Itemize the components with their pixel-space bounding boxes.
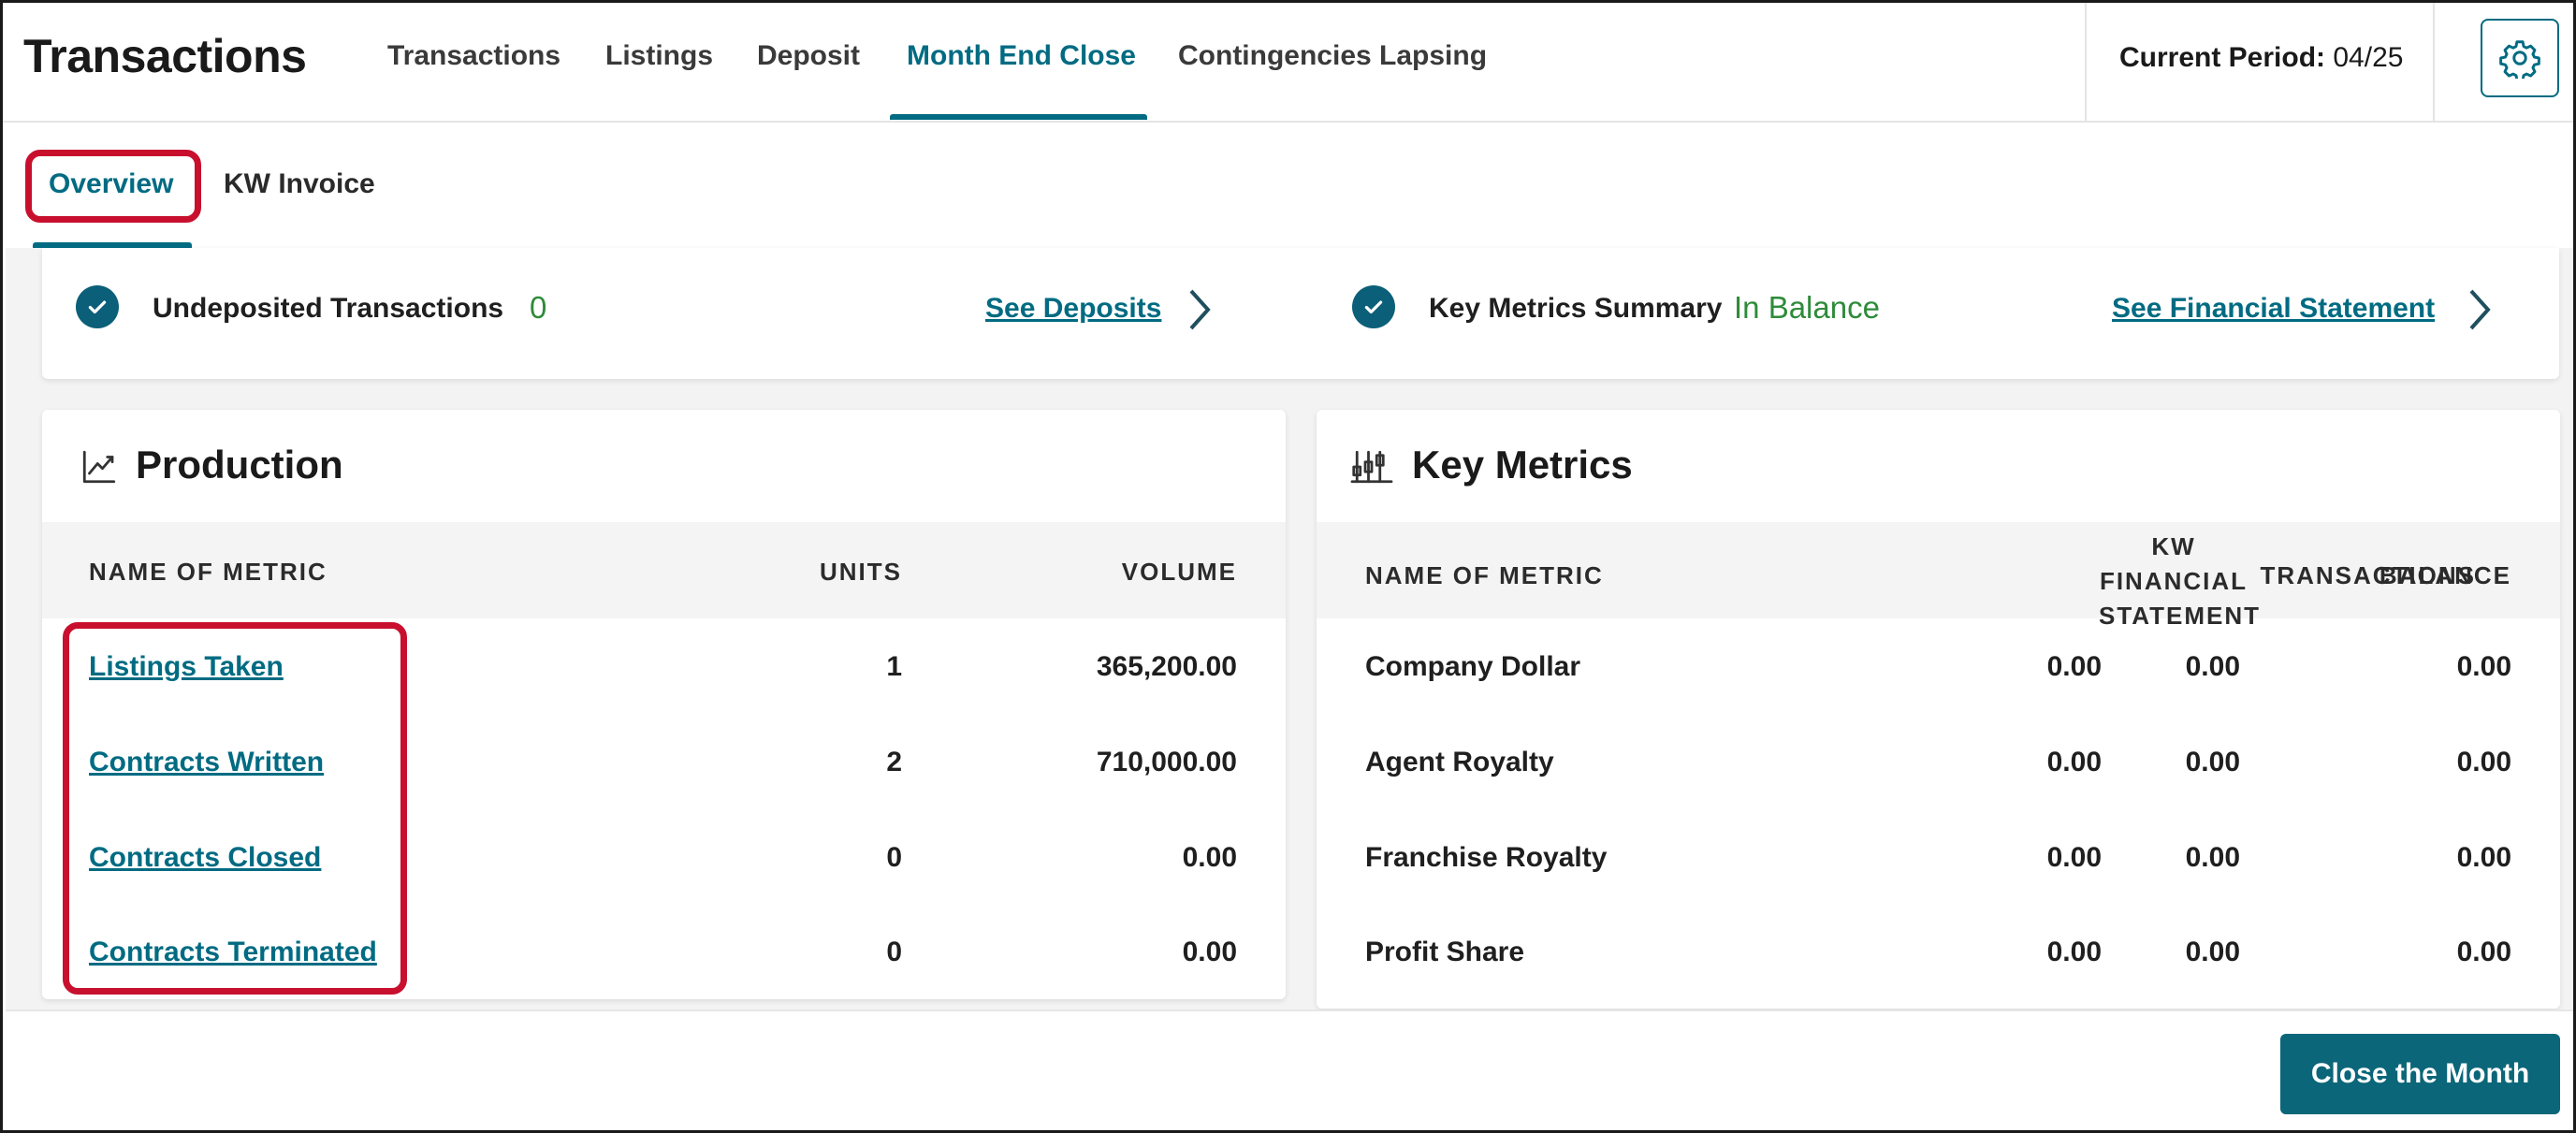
kw-label: KW	[2151, 532, 2196, 560]
statement-label: STATEMENT	[2099, 602, 2262, 630]
metric-link-contracts-written[interactable]: Contracts Written	[89, 747, 325, 777]
balance-value: 0.00	[2456, 937, 2511, 967]
metric-name: Company Dollar	[1365, 651, 1581, 682]
footer-bar	[6, 1010, 2573, 1130]
column-header-units: UNITS	[820, 558, 902, 586]
financial-label: FINANCIAL	[2099, 567, 2249, 595]
column-header-name: NAME OF METRIC	[1365, 561, 1604, 589]
metric-name: Franchise Royalty	[1365, 842, 1608, 873]
column-header-transactions: TRANSACTIONS	[2260, 561, 2476, 589]
check-circle-icon	[76, 285, 119, 328]
column-header-name: NAME OF METRIC	[89, 558, 327, 586]
settings-button[interactable]	[2481, 19, 2559, 97]
period-value: 04/25	[2333, 42, 2404, 73]
units-value: 0	[886, 842, 902, 873]
transactions-value: 0.00	[2046, 937, 2102, 967]
nav-tab-month-end-close[interactable]: Month End Close	[907, 40, 1136, 71]
production-panel: Production NAME OF METRIC UNITS VOLUME L…	[42, 410, 1286, 999]
metric-link-listings-taken[interactable]: Listings Taken	[89, 651, 284, 682]
balance-value: 0.00	[2456, 842, 2511, 873]
volume-value: 710,000.00	[1096, 747, 1237, 777]
transactions-value: 0.00	[2046, 842, 2102, 873]
volume-value: 0.00	[1182, 842, 1237, 873]
current-period: Current Period: 04/25	[2085, 3, 2435, 123]
see-financial-statement-link[interactable]: See Financial Statement	[2112, 293, 2436, 324]
nav-tab-transactions[interactable]: Transactions	[387, 40, 561, 71]
undeposited-count: 0	[530, 290, 547, 325]
key-metrics-status: In Balance	[1734, 290, 1880, 325]
balance-value: 0.00	[2456, 747, 2511, 777]
line-chart-icon	[82, 450, 116, 484]
key-metrics-icon	[1350, 450, 1393, 484]
balance-value: 0.00	[2456, 651, 2511, 682]
kw-statement-value: 0.00	[2185, 842, 2240, 873]
chevron-right-icon[interactable]	[1186, 287, 1212, 332]
chevron-right-icon[interactable]	[2466, 287, 2492, 332]
active-tab-indicator	[890, 114, 1147, 120]
kw-statement-value: 0.00	[2185, 747, 2240, 777]
nav-tab-deposit[interactable]: Deposit	[757, 40, 861, 71]
kw-statement-value: 0.00	[2185, 937, 2240, 967]
volume-value: 0.00	[1182, 937, 1237, 967]
column-header-kw-financial-statement-label: KW FINANCIAL STATEMENT	[2099, 530, 2262, 633]
nav-tab-listings[interactable]: Listings	[605, 40, 714, 71]
summary-card: Undeposited Transactions 0 See Deposits …	[42, 248, 2559, 379]
see-deposits-link[interactable]: See Deposits	[985, 293, 1162, 324]
column-header-volume: VOLUME	[1121, 558, 1237, 586]
key-metrics-table-header: NAME OF METRIC TRANSACTIONS KW FINANCIAL…	[1317, 522, 2560, 630]
units-value: 1	[886, 651, 902, 682]
subtab-overview[interactable]: Overview	[49, 168, 174, 199]
period-label: Current Period:	[2119, 42, 2326, 73]
check-circle-icon	[1352, 285, 1395, 328]
gear-icon	[2499, 40, 2540, 79]
nav-tab-contingencies-lapsing[interactable]: Contingencies Lapsing	[1178, 40, 1488, 71]
metric-link-contracts-terminated[interactable]: Contracts Terminated	[89, 937, 377, 967]
kw-statement-value: 0.00	[2185, 651, 2240, 682]
metric-name: Agent Royalty	[1365, 747, 1554, 777]
transactions-value: 0.00	[2046, 747, 2102, 777]
production-title: Production	[136, 443, 343, 487]
top-navigation-bar: Transactions Transactions Listings Depos…	[3, 3, 2573, 123]
key-metrics-title: Key Metrics	[1412, 443, 1633, 487]
subtab-active-indicator	[33, 242, 192, 248]
column-header-balance: BALANCE	[2379, 561, 2511, 589]
close-the-month-button[interactable]: Close the Month	[2280, 1034, 2560, 1114]
units-value: 0	[886, 937, 902, 967]
key-metrics-summary-label: Key Metrics Summary	[1429, 293, 1723, 324]
app-title: Transactions	[23, 30, 307, 82]
volume-value: 365,200.00	[1096, 651, 1237, 682]
metric-name: Profit Share	[1365, 937, 1525, 967]
production-table-header: NAME OF METRIC UNITS VOLUME	[42, 522, 1286, 618]
units-value: 2	[886, 747, 902, 777]
undeposited-label: Undeposited Transactions	[153, 293, 504, 324]
key-metrics-panel: Key Metrics NAME OF METRIC TRANSACTIONS …	[1317, 410, 2560, 1009]
transactions-value: 0.00	[2046, 651, 2102, 682]
subtab-kw-invoice[interactable]: KW Invoice	[224, 168, 375, 199]
metric-link-contracts-closed[interactable]: Contracts Closed	[89, 842, 322, 873]
